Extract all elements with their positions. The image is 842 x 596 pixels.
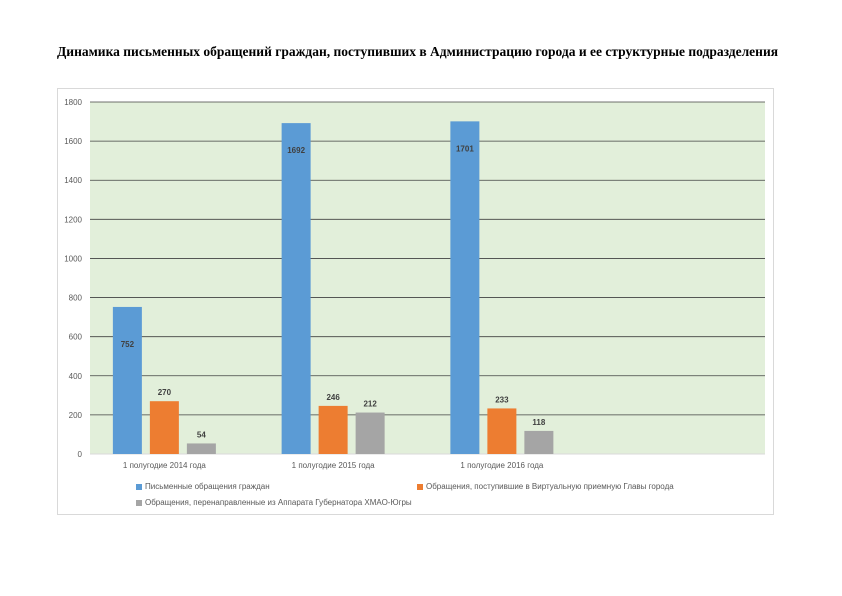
x-tick-label: 1 полугодие 2015 года bbox=[292, 461, 375, 470]
legend-item-2: Обращения, поступившие в Виртуальную при… bbox=[417, 482, 674, 491]
data-label: 1692 bbox=[287, 146, 305, 155]
bar bbox=[450, 121, 480, 455]
data-label: 54 bbox=[197, 430, 206, 439]
data-label: 270 bbox=[158, 388, 172, 397]
y-tick-label: 400 bbox=[69, 372, 83, 381]
y-tick-label: 600 bbox=[69, 333, 83, 342]
legend-swatch bbox=[136, 499, 142, 506]
bar bbox=[186, 443, 216, 454]
legend-item-1: Письменные обращения граждан bbox=[136, 482, 270, 491]
bar bbox=[318, 405, 348, 454]
bar bbox=[524, 430, 554, 454]
bar bbox=[355, 412, 385, 454]
y-tick-label: 1000 bbox=[64, 254, 82, 263]
y-tick-label: 1600 bbox=[64, 137, 82, 146]
legend-swatch bbox=[136, 483, 142, 490]
bar bbox=[487, 408, 517, 454]
x-tick-label: 1 полугодие 2014 года bbox=[123, 461, 206, 470]
legend-label: Обращения, перенаправленные из Аппарата … bbox=[145, 498, 412, 507]
chart-frame bbox=[57, 88, 774, 515]
data-label: 752 bbox=[121, 340, 135, 349]
plot-area bbox=[90, 102, 765, 454]
bar bbox=[281, 123, 311, 455]
y-tick-label: 1200 bbox=[64, 215, 82, 224]
y-tick-label: 0 bbox=[78, 450, 83, 459]
bar bbox=[112, 306, 142, 454]
y-tick-label: 1400 bbox=[64, 176, 82, 185]
page-title: Динамика письменных обращений граждан, п… bbox=[57, 44, 779, 59]
legend-label: Обращения, поступившие в Виртуальную при… bbox=[426, 482, 674, 491]
legend-swatch bbox=[417, 483, 423, 490]
y-tick-label: 200 bbox=[69, 411, 83, 420]
data-label: 233 bbox=[495, 395, 509, 404]
data-label: 118 bbox=[532, 418, 545, 427]
data-label: 246 bbox=[326, 393, 340, 402]
y-tick-label: 800 bbox=[69, 294, 83, 303]
bar bbox=[149, 401, 179, 454]
data-label: 1701 bbox=[456, 144, 474, 153]
y-tick-label: 1800 bbox=[64, 98, 82, 107]
x-tick-label: 1 полугодие 2016 года bbox=[460, 461, 543, 470]
legend-label: Письменные обращения граждан bbox=[145, 482, 270, 491]
data-label: 212 bbox=[363, 400, 377, 409]
legend-item-3: Обращения, перенаправленные из Аппарата … bbox=[136, 498, 412, 507]
